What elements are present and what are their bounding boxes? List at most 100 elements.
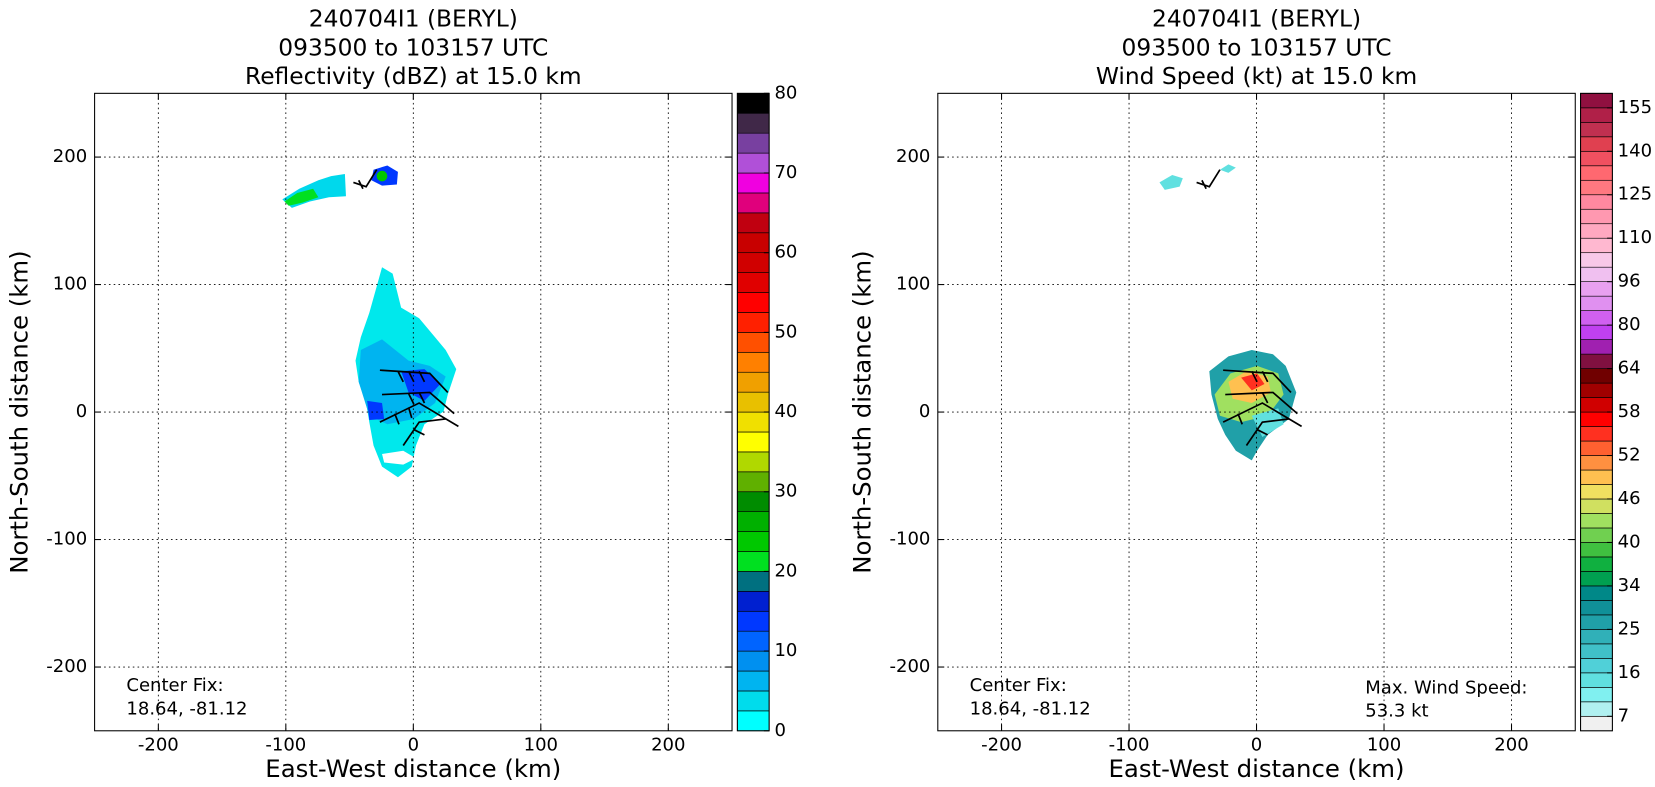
y-tick-label: 100 bbox=[53, 274, 87, 295]
colorbar-band bbox=[1580, 281, 1613, 297]
x-tick-label: -100 bbox=[265, 735, 306, 756]
colorbar-band bbox=[737, 152, 770, 174]
colorbar-band bbox=[1580, 556, 1613, 572]
wind-barb bbox=[1225, 391, 1298, 415]
colorbar-band bbox=[1580, 368, 1613, 384]
colorbar-band bbox=[1580, 121, 1613, 138]
colorbar-band bbox=[1580, 542, 1613, 558]
echo-region bbox=[284, 188, 319, 206]
colorbar-band bbox=[1580, 295, 1613, 311]
colorbar-band bbox=[737, 172, 770, 194]
colorbar-band bbox=[1580, 208, 1613, 225]
wind-barb bbox=[353, 169, 378, 190]
colorbar-band bbox=[1580, 339, 1613, 355]
y-tick-label: 100 bbox=[896, 274, 930, 295]
colorbar-tick-label: 20 bbox=[774, 560, 797, 581]
echo-region bbox=[376, 170, 388, 182]
colorbar-band bbox=[1580, 513, 1613, 529]
annotation: Center Fix: bbox=[970, 675, 1067, 696]
x-tick-label: 200 bbox=[651, 735, 685, 756]
y-tick-label: -100 bbox=[889, 529, 930, 550]
y-tick-label: -200 bbox=[889, 656, 930, 677]
colorbar-band bbox=[1580, 252, 1613, 268]
wind-barb bbox=[1196, 169, 1221, 190]
x-tick-label: -100 bbox=[1109, 735, 1150, 756]
colorbar-tick-label: 0 bbox=[774, 720, 785, 741]
colorbar-band bbox=[737, 192, 770, 214]
y-tick-label: 200 bbox=[53, 146, 87, 167]
x-axis-label: East-West distance (km) bbox=[1109, 754, 1405, 783]
colorbar-band bbox=[1580, 194, 1613, 210]
colorbar-band bbox=[1580, 382, 1613, 398]
x-axis-label: East-West distance (km) bbox=[265, 754, 561, 783]
colorbar-tick-label: 80 bbox=[1618, 314, 1641, 335]
colorbar-band bbox=[1580, 614, 1613, 630]
colorbar-tick-label: 155 bbox=[1618, 97, 1652, 118]
colorbar-band bbox=[737, 212, 770, 234]
colorbar-band bbox=[737, 112, 770, 134]
annotation: 53.3 kt bbox=[1365, 701, 1428, 722]
colorbar-band bbox=[737, 93, 770, 114]
annotation: Center Fix: bbox=[126, 675, 223, 696]
colorbar-tick-label: 34 bbox=[1618, 575, 1641, 596]
echo-region bbox=[1241, 373, 1265, 391]
x-tick-label: 0 bbox=[1251, 735, 1262, 756]
colorbar-tick-label: 140 bbox=[1618, 140, 1652, 161]
colorbar-band bbox=[1580, 179, 1613, 196]
plot-frame bbox=[937, 92, 1576, 732]
colorbar-band bbox=[1580, 353, 1613, 369]
chart-title: Reflectivity (dBZ) at 15.0 km bbox=[245, 62, 582, 90]
colorbar-band bbox=[1580, 600, 1613, 616]
colorbar-band bbox=[1580, 455, 1613, 471]
colorbar-band bbox=[1580, 469, 1613, 485]
colorbar-band bbox=[737, 272, 770, 293]
colorbar-band bbox=[737, 132, 770, 154]
colorbar-tick-label: 125 bbox=[1618, 184, 1652, 205]
echo-regions-right bbox=[1159, 164, 1297, 461]
colorbar-band bbox=[737, 332, 770, 353]
colorbar-tick-label: 40 bbox=[774, 401, 797, 422]
colorbar-band bbox=[1580, 527, 1613, 543]
colorbar-band bbox=[737, 551, 770, 572]
colorbar-band bbox=[1580, 324, 1613, 340]
annotation: 18.64, -81.12 bbox=[970, 699, 1091, 720]
y-tick-label: -200 bbox=[46, 656, 87, 677]
wind-barb bbox=[1245, 418, 1289, 446]
colorbar-band bbox=[737, 471, 770, 493]
colorbar-band bbox=[737, 710, 770, 732]
echo-region bbox=[367, 400, 385, 421]
y-tick-label: 0 bbox=[76, 401, 87, 422]
colorbar-band bbox=[1580, 571, 1613, 587]
colorbar-band bbox=[737, 630, 770, 652]
colorbar-band bbox=[737, 531, 770, 552]
colorbar-tick-label: 7 bbox=[1618, 705, 1629, 726]
panel: 240704I1 (BERYL)093500 to 103157 UTCWind… bbox=[848, 5, 1653, 783]
colorbar-tick-label: 70 bbox=[774, 162, 797, 183]
colorbar-band bbox=[1580, 658, 1613, 674]
chart-title: Wind Speed (kt) at 15.0 km bbox=[1096, 62, 1417, 90]
colorbar-band bbox=[1580, 223, 1613, 239]
colorbar-band bbox=[1580, 498, 1613, 514]
colorbar-band bbox=[1580, 643, 1613, 659]
colorbar-band bbox=[737, 571, 770, 592]
colorbar-band bbox=[737, 371, 770, 393]
colorbar-tick-label: 52 bbox=[1618, 445, 1641, 466]
colorbar-tick-label: 16 bbox=[1618, 662, 1641, 683]
colorbar-band bbox=[1580, 266, 1613, 282]
x-tick-label: 200 bbox=[1494, 735, 1528, 756]
colorbar-tick-label: 25 bbox=[1618, 618, 1641, 639]
chart-title: 240704I1 (BERYL) bbox=[309, 5, 518, 33]
colorbar-band bbox=[737, 451, 770, 473]
colorbar-tick-label: 40 bbox=[1618, 531, 1641, 552]
colorbar-band bbox=[1580, 93, 1613, 109]
colorbar-band bbox=[1580, 165, 1613, 181]
colorbar-band bbox=[1580, 687, 1613, 703]
colorbar-band bbox=[1580, 136, 1613, 152]
colorbar-band bbox=[737, 391, 770, 413]
colorbar-tick-label: 60 bbox=[774, 242, 797, 263]
panel: 240704I1 (BERYL)093500 to 103157 UTCRefl… bbox=[4, 5, 797, 783]
colorbar-band bbox=[1580, 107, 1613, 123]
colorbar-band bbox=[737, 292, 770, 313]
chart-title: 240704I1 (BERYL) bbox=[1152, 5, 1361, 33]
